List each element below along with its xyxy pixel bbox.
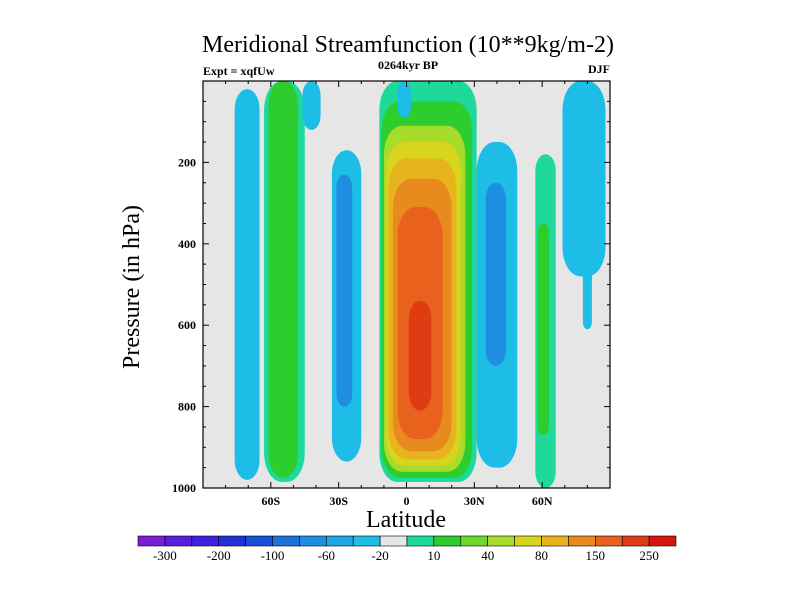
nh-hadley-cell-core — [485, 182, 506, 366]
colorbar-label: 40 — [481, 548, 494, 563]
colorbar-swatch — [433, 535, 462, 547]
sh-hadley-cell-core — [336, 174, 353, 407]
colorbar-swatch — [164, 535, 193, 547]
colorbar-swatch — [299, 535, 327, 547]
colorbar-label: 150 — [586, 548, 606, 563]
colorbar-swatch — [218, 535, 246, 547]
colorbar-swatch — [325, 535, 354, 547]
sh-upper-small-cell — [302, 81, 321, 130]
y-tick-label: 800 — [178, 400, 196, 414]
colorbar-swatch — [352, 535, 381, 547]
nh-secondary-cell — [582, 235, 592, 330]
x-tick-label: 60N — [532, 494, 553, 508]
colorbar-swatch — [487, 535, 515, 547]
colorbar-swatch — [648, 535, 677, 547]
time-label: 0264kyr BP — [378, 58, 438, 72]
colorbar-swatch — [137, 535, 166, 547]
colorbar-label: -200 — [207, 548, 231, 563]
colorbar-swatch — [379, 535, 408, 547]
chart-title: Meridional Streamfunction (10**9kg/m-2) — [202, 32, 614, 58]
colorbar-label: 80 — [535, 548, 548, 563]
colorbar-swatch — [621, 535, 650, 547]
colorbar: -300 -200 -100 -60 -20 10 40 80 150 250 — [137, 535, 677, 563]
y-tick-label: 600 — [178, 318, 196, 332]
colorbar-swatch — [594, 535, 623, 547]
x-tick-label: 0 — [404, 494, 410, 508]
colorbar-label: -100 — [261, 548, 285, 563]
colorbar-label: -300 — [153, 548, 177, 563]
colorbar-label: -20 — [371, 548, 388, 563]
y-axis: 200 400 600 800 1000 — [172, 100, 610, 495]
sh-polar-cell-outer — [234, 89, 260, 480]
experiment-label: Expt = xqfUw — [203, 64, 275, 78]
colorbar-swatch — [245, 535, 273, 547]
colorbar-label: 250 — [639, 548, 659, 563]
y-tick-label: 200 — [178, 155, 196, 169]
nh-upper-small-cell — [397, 81, 412, 118]
tropical-cell-max — [408, 300, 432, 411]
contour-fills — [234, 81, 606, 488]
y-axis-label: Pressure (in hPa) — [119, 205, 145, 369]
colorbar-swatch — [541, 535, 569, 547]
nh-polar-cell-outer — [562, 81, 606, 277]
x-tick-label: 30N — [464, 494, 485, 508]
x-axis-label: Latitude — [366, 507, 446, 533]
colorbar-swatch — [406, 535, 435, 547]
sh-ferrel-cell-core — [268, 81, 298, 478]
y-tick-label: 1000 — [172, 481, 196, 495]
colorbar-swatch — [514, 535, 542, 547]
x-tick-label: 30S — [329, 494, 348, 508]
y-tick-label: 400 — [178, 237, 196, 251]
x-axis: 60S 30S 0 30N 60N — [225, 81, 588, 508]
colorbar-label: -60 — [318, 548, 335, 563]
colorbar-swatch — [460, 535, 488, 547]
colorbar-swatch — [191, 535, 220, 547]
colorbar-swatch — [568, 535, 596, 547]
colorbar-swatch — [272, 535, 300, 547]
season-label: DJF — [588, 62, 610, 76]
x-tick-label: 60S — [261, 494, 280, 508]
nh-ferrel-cell-core — [537, 223, 549, 436]
colorbar-label: 10 — [427, 548, 440, 563]
